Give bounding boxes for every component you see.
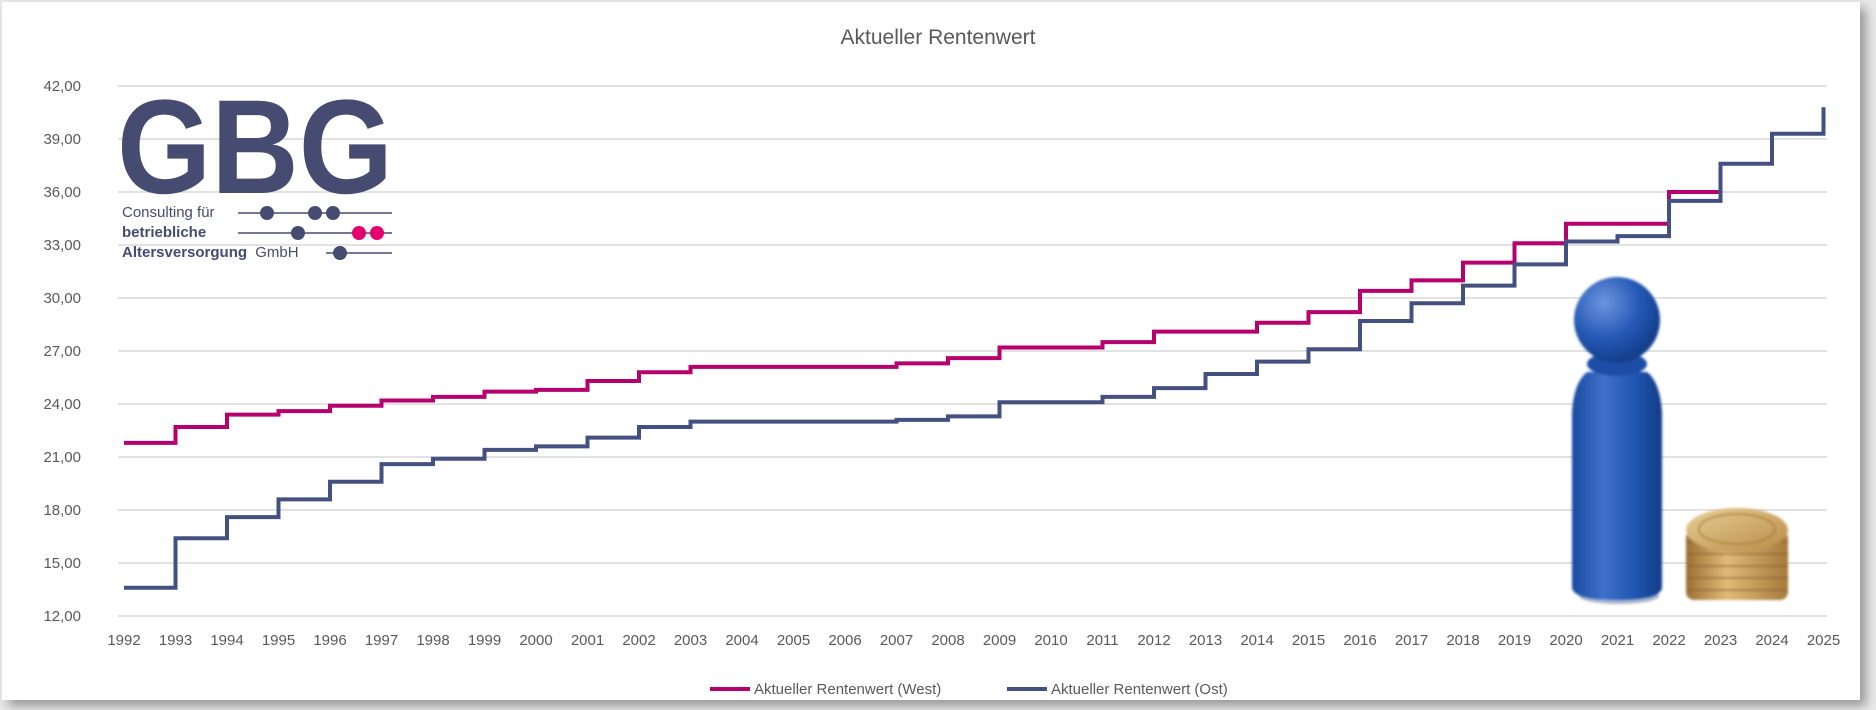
logo-line1: Consulting für (122, 204, 215, 221)
x-tick-label: 2019 (1498, 632, 1531, 649)
pawn-figure-image (1572, 277, 1662, 604)
y-tick-label: 42,00 (43, 78, 81, 95)
logo-letters: GBG (117, 73, 393, 222)
logo-abacus-icon (238, 206, 392, 260)
x-tick-label: 2016 (1343, 632, 1376, 649)
logo-line3-bold: Altersversorgung (122, 244, 247, 261)
x-tick-label: 2014 (1240, 632, 1273, 649)
y-tick-label: 21,00 (43, 449, 81, 466)
y-axis-tick-labels: 12,00 15,00 18,00 21,00 24,00 27,00 30,00 33,00… (43, 78, 81, 625)
logo-line2: betriebliche (122, 224, 206, 241)
x-tick-label: 2010 (1034, 632, 1067, 649)
x-tick-label: 1992 (107, 632, 140, 649)
legend-item-west: Aktueller Rentenwert (West) (710, 681, 941, 698)
x-tick-label: 2015 (1292, 632, 1325, 649)
legend-label-west: Aktueller Rentenwert (West) (754, 681, 941, 698)
x-tick-label: 2013 (1189, 632, 1222, 649)
x-tick-label: 2018 (1446, 632, 1479, 649)
x-tick-label: 1996 (313, 632, 346, 649)
logo-line3-rest: GmbH (255, 244, 298, 261)
x-tick-label: 2002 (622, 632, 655, 649)
x-tick-label: 2004 (725, 632, 758, 649)
x-tick-label: 2021 (1601, 632, 1634, 649)
gridlines (118, 85, 1827, 617)
chart-card: Aktueller Rentenwert 12,00 15,00 18,00 21,0… (2, 2, 1860, 700)
x-tick-label: 2000 (519, 632, 552, 649)
y-tick-label: 36,00 (43, 184, 81, 201)
x-tick-label: 2009 (983, 632, 1016, 649)
x-tick-label: 1999 (468, 632, 501, 649)
gbg-logo: GBG Consulting für betriebliche Altersve… (117, 73, 393, 261)
y-tick-label: 39,00 (43, 131, 81, 148)
x-tick-label: 2006 (828, 632, 861, 649)
x-tick-label: 2017 (1395, 632, 1428, 649)
x-tick-label: 2011 (1086, 632, 1118, 649)
x-tick-label: 2008 (931, 632, 964, 649)
x-tick-label: 2022 (1652, 632, 1685, 649)
logo-line3: Altersversorgung GmbH (122, 244, 299, 261)
legend: Aktueller Rentenwert (West) Aktueller Re… (710, 681, 1228, 698)
series-group (124, 107, 1826, 590)
x-tick-label: 1994 (210, 632, 243, 649)
x-tick-label: 2024 (1755, 632, 1788, 649)
y-tick-label: 33,00 (43, 237, 81, 254)
legend-label-ost: Aktueller Rentenwert (Ost) (1051, 681, 1228, 698)
x-tick-label: 2012 (1137, 632, 1170, 649)
y-tick-label: 15,00 (43, 555, 81, 572)
x-tick-label: 1993 (159, 632, 192, 649)
x-tick-label: 2023 (1704, 632, 1737, 649)
y-tick-label: 12,00 (43, 608, 81, 625)
x-tick-label: 2020 (1549, 632, 1582, 649)
chart-svg: Aktueller Rentenwert 12,00 15,00 18,00 21,0… (43, 26, 1840, 698)
x-axis-tick-labels: 1992 1993 1994 1995 1996 1997 1998 1999 2000 2001… (107, 632, 1840, 649)
x-tick-label: 2003 (674, 632, 707, 649)
x-tick-label: 2007 (880, 632, 913, 649)
x-tick-label: 2005 (777, 632, 810, 649)
x-tick-label: 2025 (1807, 632, 1840, 649)
x-tick-label: 2001 (571, 632, 604, 649)
series-line-ost (124, 107, 1826, 590)
y-tick-label: 30,00 (43, 290, 81, 307)
series-line-west (124, 190, 1721, 445)
y-tick-label: 27,00 (43, 343, 81, 360)
x-tick-label: 1997 (365, 632, 398, 649)
chart-title: Aktueller Rentenwert (841, 26, 1036, 49)
x-tick-label: 1995 (262, 632, 295, 649)
legend-item-ost: Aktueller Rentenwert (Ost) (1007, 681, 1228, 698)
y-tick-label: 18,00 (43, 502, 81, 519)
y-tick-label: 24,00 (43, 396, 81, 413)
coin-stack-image (1686, 508, 1788, 600)
x-tick-label: 1998 (416, 632, 449, 649)
